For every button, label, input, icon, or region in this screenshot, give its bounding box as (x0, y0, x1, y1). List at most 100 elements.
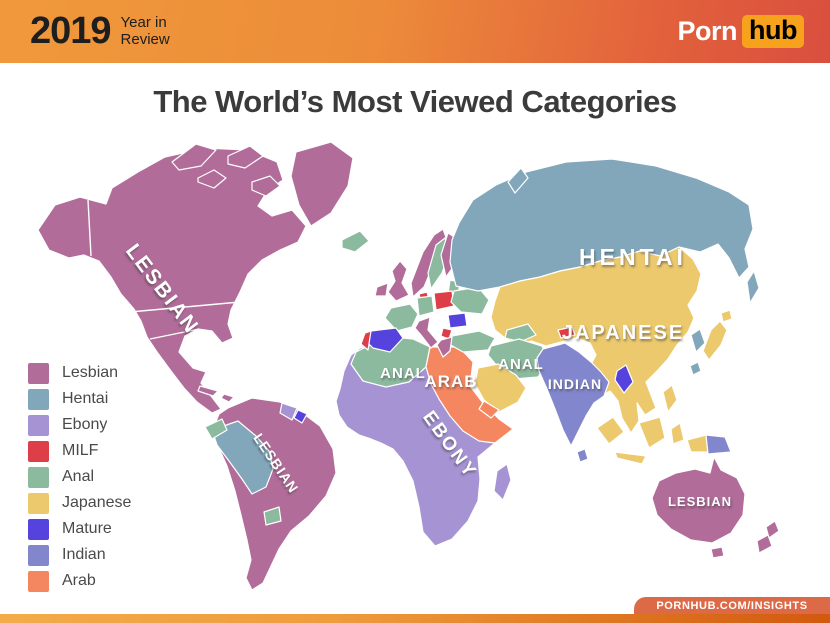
region-italy (414, 316, 439, 349)
region-sulawesi (670, 422, 685, 445)
legend-item-anal: Anal (28, 464, 131, 490)
map-label-australia: LESBIAN (668, 494, 732, 509)
legend-swatch-indian (28, 544, 49, 566)
region-sakhalin (746, 270, 760, 304)
region-greenland (290, 141, 354, 227)
logo-porn-text: Porn (677, 16, 738, 46)
map-label-nw-africa: ANAL (380, 365, 426, 382)
region-arctic-island (251, 175, 281, 197)
region-hispaniola (220, 393, 235, 403)
region-sri-lanka (576, 448, 589, 463)
legend-item-arab: Arab (28, 568, 131, 594)
pornhub-logo: Porn hub (677, 15, 804, 48)
region-northwest-africa (350, 336, 431, 388)
legend-swatch-milf (28, 440, 49, 462)
region-tasmania (710, 546, 725, 559)
region-west-new-guinea (686, 434, 709, 453)
legend-label: Anal (62, 468, 95, 485)
region-novaya-zemlya (507, 167, 529, 194)
header-bar: 2019 Year in Review Porn hub (0, 0, 830, 63)
region-greece (436, 336, 453, 358)
region-cuba (197, 385, 219, 397)
region-uk (387, 260, 410, 302)
region-ecuador (204, 418, 228, 440)
legend: Lesbian Hentai Ebony MILF Anal Japanese … (28, 360, 131, 594)
legend-swatch-arab (28, 570, 49, 592)
region-sumatra (596, 416, 625, 445)
legend-label: Arab (62, 572, 96, 589)
border-us-mexico (149, 328, 200, 340)
footer-accent-strip (0, 614, 830, 623)
region-romania (447, 312, 468, 329)
map-label-russia: HENTAI (579, 244, 687, 270)
legend-label: Hentai (62, 390, 109, 407)
map-label-north-africa: ARAB (424, 372, 477, 391)
region-new-zealand-north (765, 520, 780, 539)
map-label-china: JAPANESE (562, 322, 684, 344)
border-alaska (87, 199, 92, 257)
region-peru-bolivia-paraguay (211, 420, 274, 495)
region-uruguay (263, 506, 282, 526)
map-label-middle-east: ANAL (498, 356, 544, 373)
region-portugal (360, 330, 372, 351)
legend-item-hentai: Hentai (28, 386, 131, 412)
world-map: LESBIAN HENTAI JAPANESE ANAL ARAB ANAL I… (37, 141, 780, 591)
region-taiwan (689, 361, 702, 376)
legend-item-indian: Indian (28, 542, 131, 568)
region-java (614, 451, 647, 465)
region-china-central-asia (490, 246, 702, 434)
region-france (384, 303, 419, 332)
region-yemen (478, 400, 500, 419)
region-papua-new-guinea (705, 434, 732, 455)
legend-swatch-hentai (28, 388, 49, 410)
border-us-canada (129, 299, 263, 313)
legend-swatch-mature (28, 518, 49, 540)
region-arctic-island (197, 169, 227, 189)
region-kyrgyzstan (557, 326, 576, 339)
region-germany (416, 295, 435, 317)
legend-swatch-ebony (28, 414, 49, 436)
legend-label: Japanese (62, 494, 132, 511)
page-title: The World’s Most Viewed Categories (153, 84, 677, 119)
region-northeast-africa (425, 346, 514, 444)
region-philippines (662, 384, 678, 413)
region-ukraine-belarus (450, 286, 490, 315)
region-india (536, 342, 610, 447)
legend-item-japanese: Japanese (28, 490, 131, 516)
legend-swatch-lesbian (28, 362, 49, 384)
legend-item-ebony: Ebony (28, 412, 131, 438)
insights-url-tab: PORNHUB.COM/INSIGHTS (634, 597, 830, 615)
region-australia (651, 456, 746, 544)
region-arctic-island (227, 145, 264, 169)
tagline-line2: Review (120, 30, 170, 48)
region-poland (433, 290, 455, 311)
map-label-india: INDIAN (548, 376, 602, 392)
region-new-zealand-south (756, 534, 773, 554)
region-madagascar (493, 463, 512, 501)
region-suriname (293, 409, 308, 424)
legend-label: Lesbian (62, 364, 119, 381)
year-in-review-tagline: Year in Review (120, 14, 170, 48)
region-iceland (341, 230, 370, 253)
legend-label: Ebony (62, 416, 108, 433)
region-laos (614, 364, 634, 394)
region-arabia (474, 363, 527, 413)
legend-item-milf: MILF (28, 438, 131, 464)
region-borneo (638, 416, 666, 449)
region-korea (690, 328, 706, 353)
region-japan (702, 320, 728, 361)
region-arctic-island (171, 143, 217, 171)
legend-item-mature: Mature (28, 516, 131, 542)
region-uzbekistan (504, 323, 537, 343)
year-text: 2019 (30, 10, 112, 52)
legend-swatch-anal (28, 466, 49, 488)
region-hokkaido (720, 309, 733, 323)
region-ireland (374, 282, 389, 297)
legend-swatch-japanese (28, 492, 49, 514)
tagline-line1: Year in (120, 14, 167, 32)
legend-label: Indian (62, 546, 106, 563)
legend-label: Mature (62, 520, 112, 537)
legend-label: MILF (62, 442, 99, 459)
logo-hub-badge: hub (742, 15, 804, 48)
legend-item-lesbian: Lesbian (28, 360, 131, 386)
